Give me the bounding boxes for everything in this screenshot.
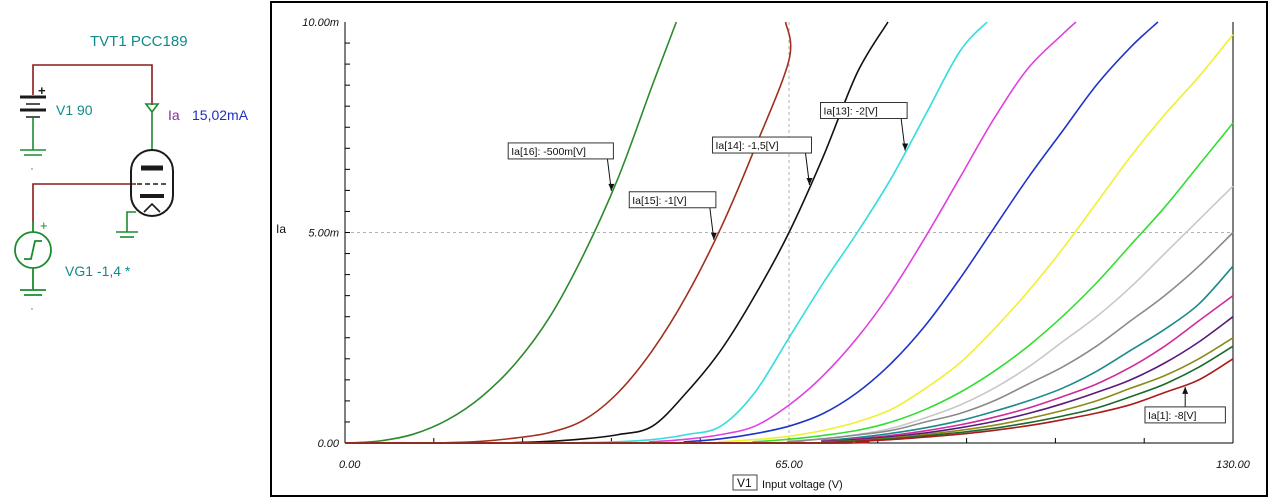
annotation-5: Ia[1]: -8[V] [1144,386,1226,424]
x-axis-tag: V1 [737,476,752,490]
schematic: + V1 90 · Ia 15,02mA TVT1 PCC189 + VG1 -… [14,33,249,315]
annotation-label: Ia[16]: -500m[V] [511,146,586,158]
y-tick-label: 10.00m [302,17,339,29]
voltage-source-icon [14,222,52,296]
ground-icon [20,149,46,156]
annotation-1: Ia[16]: -500m[V] [507,142,615,191]
battery-label: V1 90 [56,102,93,118]
ground-icon-2 [116,231,138,238]
x-tick-label: 130.00 [1216,459,1251,471]
probe-value: 15,02mA [192,107,249,123]
y-tick-label: 5.00m [308,228,339,240]
ground-mark: · [30,161,34,175]
annotation-4: Ia[13]: -2[V] [820,102,909,151]
series-line-16 [344,358,1234,444]
ground-mark-2: · [30,301,34,315]
x-axis-title: Input voltage (V) [762,479,843,491]
series-line-7 [344,34,1234,444]
triode-icon [130,149,174,217]
series-line-1 [344,21,678,444]
annotation-label: Ia[14]: -1,5[V] [715,140,778,152]
chart-frame [270,1,1268,497]
annotation-label: Ia[15]: -1[V] [632,195,686,207]
y-tick-label: 0.00 [318,438,340,450]
x-tick-label: 65.00 [775,459,803,471]
annotation-2: Ia[15]: -1[V] [628,191,717,240]
current-probe-icon [144,103,160,150]
x-tick-label: 0.00 [339,459,361,471]
battery-icon [20,95,46,118]
annotation-label: Ia[13]: -2[V] [824,106,878,118]
ia-vs-v1-chart: 0.00 65.00 130.00 0.00 5.00m 10.00m Ia[16]: -… [270,1,1268,497]
source-label: VG1 -1,4 * [65,263,131,279]
wire-top [32,64,153,105]
wire-grid [32,183,136,222]
annotation-3: Ia[14]: -1,5[V] [711,136,813,186]
series-line-5 [344,21,1077,444]
y-axis-label: Ia [276,222,286,236]
x-axis-label: V1 Input voltage (V) [732,474,843,491]
annotation-label: Ia[1]: -8[V] [1148,410,1197,422]
probe-name: Ia [168,107,180,123]
battery-plus: + [38,83,46,98]
tube-label: TVT1 PCC189 [90,33,188,50]
source-plus: + [40,218,48,233]
